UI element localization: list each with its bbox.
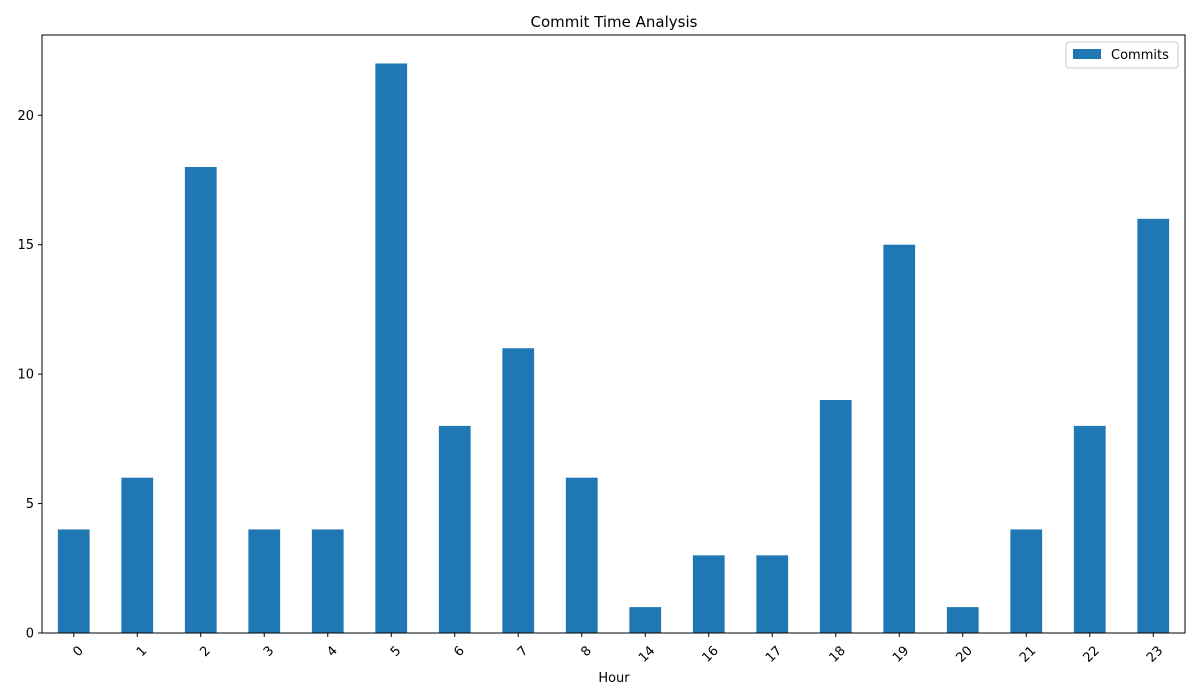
y-tick-label: 10 <box>17 368 34 383</box>
x-axis: 0 1 2 3 4 5 6 7 8 14 16 17 18 19 20 21 22 23 <box>70 633 1166 666</box>
bar-hour-0 <box>57 529 90 633</box>
bar-hour-4 <box>311 529 344 633</box>
legend: Commits <box>1065 41 1179 69</box>
x-tick-label: 22 <box>1080 643 1102 665</box>
x-axis-label: Hour <box>598 671 630 686</box>
bar-hour-2 <box>184 167 217 633</box>
x-tick-label: 6 <box>451 643 467 659</box>
x-tick-label: 19 <box>890 643 912 665</box>
x-tick-label: 7 <box>515 643 531 659</box>
bar-hour-3 <box>248 529 281 633</box>
bar-hour-18 <box>819 400 852 633</box>
legend-box <box>1065 41 1179 69</box>
bar-hour-17 <box>756 555 789 633</box>
y-tick-label: 5 <box>26 497 34 512</box>
x-tick-label: 8 <box>578 643 594 659</box>
y-tick-label: 15 <box>17 238 34 253</box>
x-tick-label: 2 <box>197 643 213 659</box>
x-tick-label: 18 <box>826 643 848 665</box>
x-tick-label: 0 <box>70 643 86 659</box>
bar-hour-20 <box>946 607 979 633</box>
x-tick-label: 14 <box>636 643 658 665</box>
bar-hour-22 <box>1073 425 1106 633</box>
bar-hour-16 <box>692 555 725 633</box>
x-tick-label: 4 <box>324 643 340 659</box>
x-tick-label: 23 <box>1144 643 1166 665</box>
x-tick-label: 20 <box>953 643 975 665</box>
bar-hour-21 <box>1010 529 1043 633</box>
x-tick-label: 17 <box>763 643 785 665</box>
y-tick-label: 0 <box>26 627 34 642</box>
x-tick-label: 21 <box>1017 643 1039 665</box>
bar-hour-14 <box>629 607 662 633</box>
bars-group <box>57 63 1170 634</box>
bar-hour-19 <box>883 244 916 634</box>
y-tick-label: 20 <box>17 109 34 124</box>
bar-hour-6 <box>438 425 471 633</box>
bar-hour-7 <box>502 348 535 633</box>
bar-hour-8 <box>565 477 598 633</box>
bar-hour-23 <box>1137 218 1170 633</box>
plot-frame <box>41 34 1186 634</box>
y-axis: 0 5 10 15 20 <box>17 109 42 642</box>
x-tick-label: 5 <box>388 643 404 659</box>
bar-hour-1 <box>121 477 154 633</box>
chart-title: Commit Time Analysis <box>531 13 698 31</box>
x-tick-label: 3 <box>261 643 277 659</box>
x-tick-label: 1 <box>134 643 150 659</box>
legend-swatch <box>1073 49 1101 59</box>
x-tick-label: 16 <box>699 643 721 665</box>
legend-label: Commits <box>1111 48 1169 63</box>
bar-hour-5 <box>375 63 408 633</box>
